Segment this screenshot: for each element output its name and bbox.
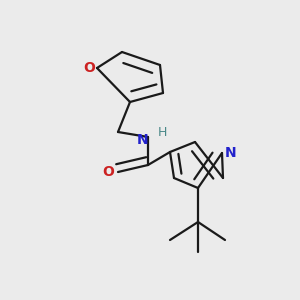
Text: N: N: [137, 133, 149, 147]
Text: N: N: [225, 146, 237, 160]
Text: O: O: [83, 61, 95, 75]
Text: O: O: [102, 165, 114, 179]
Text: H: H: [157, 127, 167, 140]
